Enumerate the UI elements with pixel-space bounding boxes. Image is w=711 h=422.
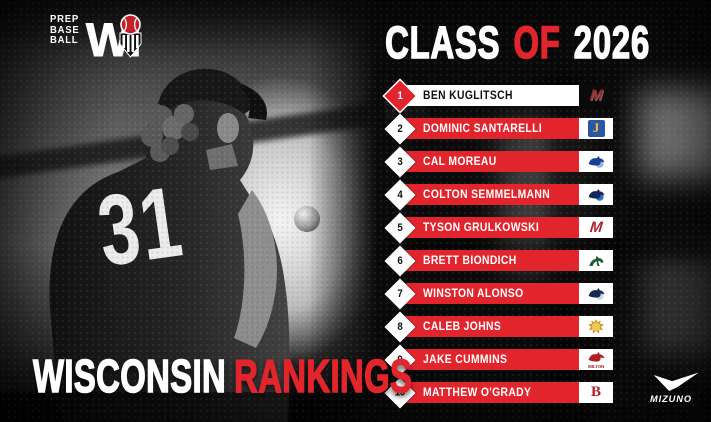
- navy-bird-school-logo: [579, 184, 613, 205]
- green-bronco-school-logo: [579, 250, 613, 271]
- player-name: TYSON GRULKOWSKI: [423, 221, 540, 234]
- rank-badge-number: 4: [397, 188, 403, 201]
- player-bar: TYSON GRULKOWSKI M: [397, 217, 613, 238]
- ranking-row: 2 DOMINIC SANTARELLI J: [383, 112, 613, 145]
- title-class: CLASS: [385, 17, 501, 69]
- player-name: JAKE CUMMINS: [423, 353, 508, 366]
- brand-line: PREP: [50, 14, 79, 25]
- blue-jay-school-logo: [579, 151, 613, 172]
- ranking-row: 6 BRETT BIONDICH: [383, 244, 613, 277]
- background-rail: [0, 96, 430, 182]
- prep-baseball-wordmark: PREP BASE BALL: [50, 14, 81, 47]
- footer-region: WISCONSIN: [32, 349, 227, 403]
- ranking-row: 3 CAL MOREAU: [383, 145, 613, 178]
- rank-badge-number: 1: [397, 89, 403, 102]
- footer-label: RANKINGS: [234, 349, 413, 403]
- background-blob: [645, 250, 711, 355]
- player-bar: WINSTON ALONSO: [397, 283, 613, 304]
- mizuno-wordmark: MIZUNO: [650, 394, 692, 404]
- player-bar: BRETT BIONDICH: [397, 250, 613, 271]
- ranking-row: 5 TYSON GRULKOWSKI M: [383, 211, 613, 244]
- rank-badge-number: 7: [397, 287, 403, 300]
- brand-line: BASE: [50, 24, 80, 36]
- rank-badge-number: 6: [397, 254, 403, 267]
- red-m-school-logo: M: [579, 217, 613, 238]
- rank-badge-number: 8: [397, 320, 403, 333]
- ranking-row: 7 WINSTON ALONSO: [383, 277, 613, 310]
- ranking-row: 1 BEN KUGLITSCH M: [383, 79, 613, 112]
- wi-state-mark: W I: [85, 12, 142, 68]
- player-bar: COLTON SEMMELMANN: [397, 184, 613, 205]
- gold-lion-school-logo: [579, 316, 613, 337]
- title-year: 2026: [574, 17, 651, 69]
- ranking-row: 4 COLTON SEMMELMANN: [383, 178, 613, 211]
- title-of: OF: [513, 17, 562, 69]
- player-name: WINSTON ALONSO: [423, 287, 524, 300]
- red-m-on-black-school-logo: M: [579, 85, 613, 106]
- player-name: MATTHEW O'GRADY: [423, 386, 532, 399]
- player-name: DOMINIC SANTARELLI: [423, 122, 542, 135]
- player-name: BEN KUGLITSCH: [423, 89, 513, 102]
- footer-title: WISCONSIN RANKINGS: [32, 349, 507, 403]
- player-name: BRETT BIONDICH: [423, 254, 517, 267]
- jersey-number: 31: [92, 166, 190, 288]
- page-title: CLASS OF 2026: [336, 17, 700, 69]
- navy-eagle-school-logo: [579, 283, 613, 304]
- milton-red-hawk-school-logo: MILTON: [579, 349, 613, 370]
- ranking-row: 8 CALEB JOHNS: [383, 310, 613, 343]
- player-bar: CALEB JOHNS: [397, 316, 613, 337]
- brand-line: BALL: [50, 35, 79, 46]
- player-name: CAL MOREAU: [423, 155, 497, 168]
- background-blob: [640, 90, 711, 178]
- red-b-school-logo: B: [579, 382, 613, 403]
- player-name: CALEB JOHNS: [423, 320, 502, 333]
- rank-badge-number: 2: [397, 122, 403, 135]
- baseball: [294, 206, 320, 232]
- player-bar: CAL MOREAU: [397, 151, 613, 172]
- mizuno-runbird-icon: [653, 372, 699, 391]
- gold-j-blue-shield-school-logo: J: [579, 118, 613, 139]
- player-bar: DOMINIC SANTARELLI J: [397, 118, 613, 139]
- rank-badge-number: 5: [397, 221, 403, 234]
- player-name: COLTON SEMMELMANN: [423, 188, 551, 201]
- player-bar: BEN KUGLITSCH M: [397, 85, 613, 106]
- baseball-shield-icon: [119, 14, 142, 58]
- rank-badge-number: 3: [397, 155, 403, 168]
- mizuno-logo: MIZUNO: [650, 372, 699, 404]
- prep-baseball-logo: PREP BASE BALL W I: [50, 12, 142, 68]
- player-photo: 31: [0, 0, 385, 422]
